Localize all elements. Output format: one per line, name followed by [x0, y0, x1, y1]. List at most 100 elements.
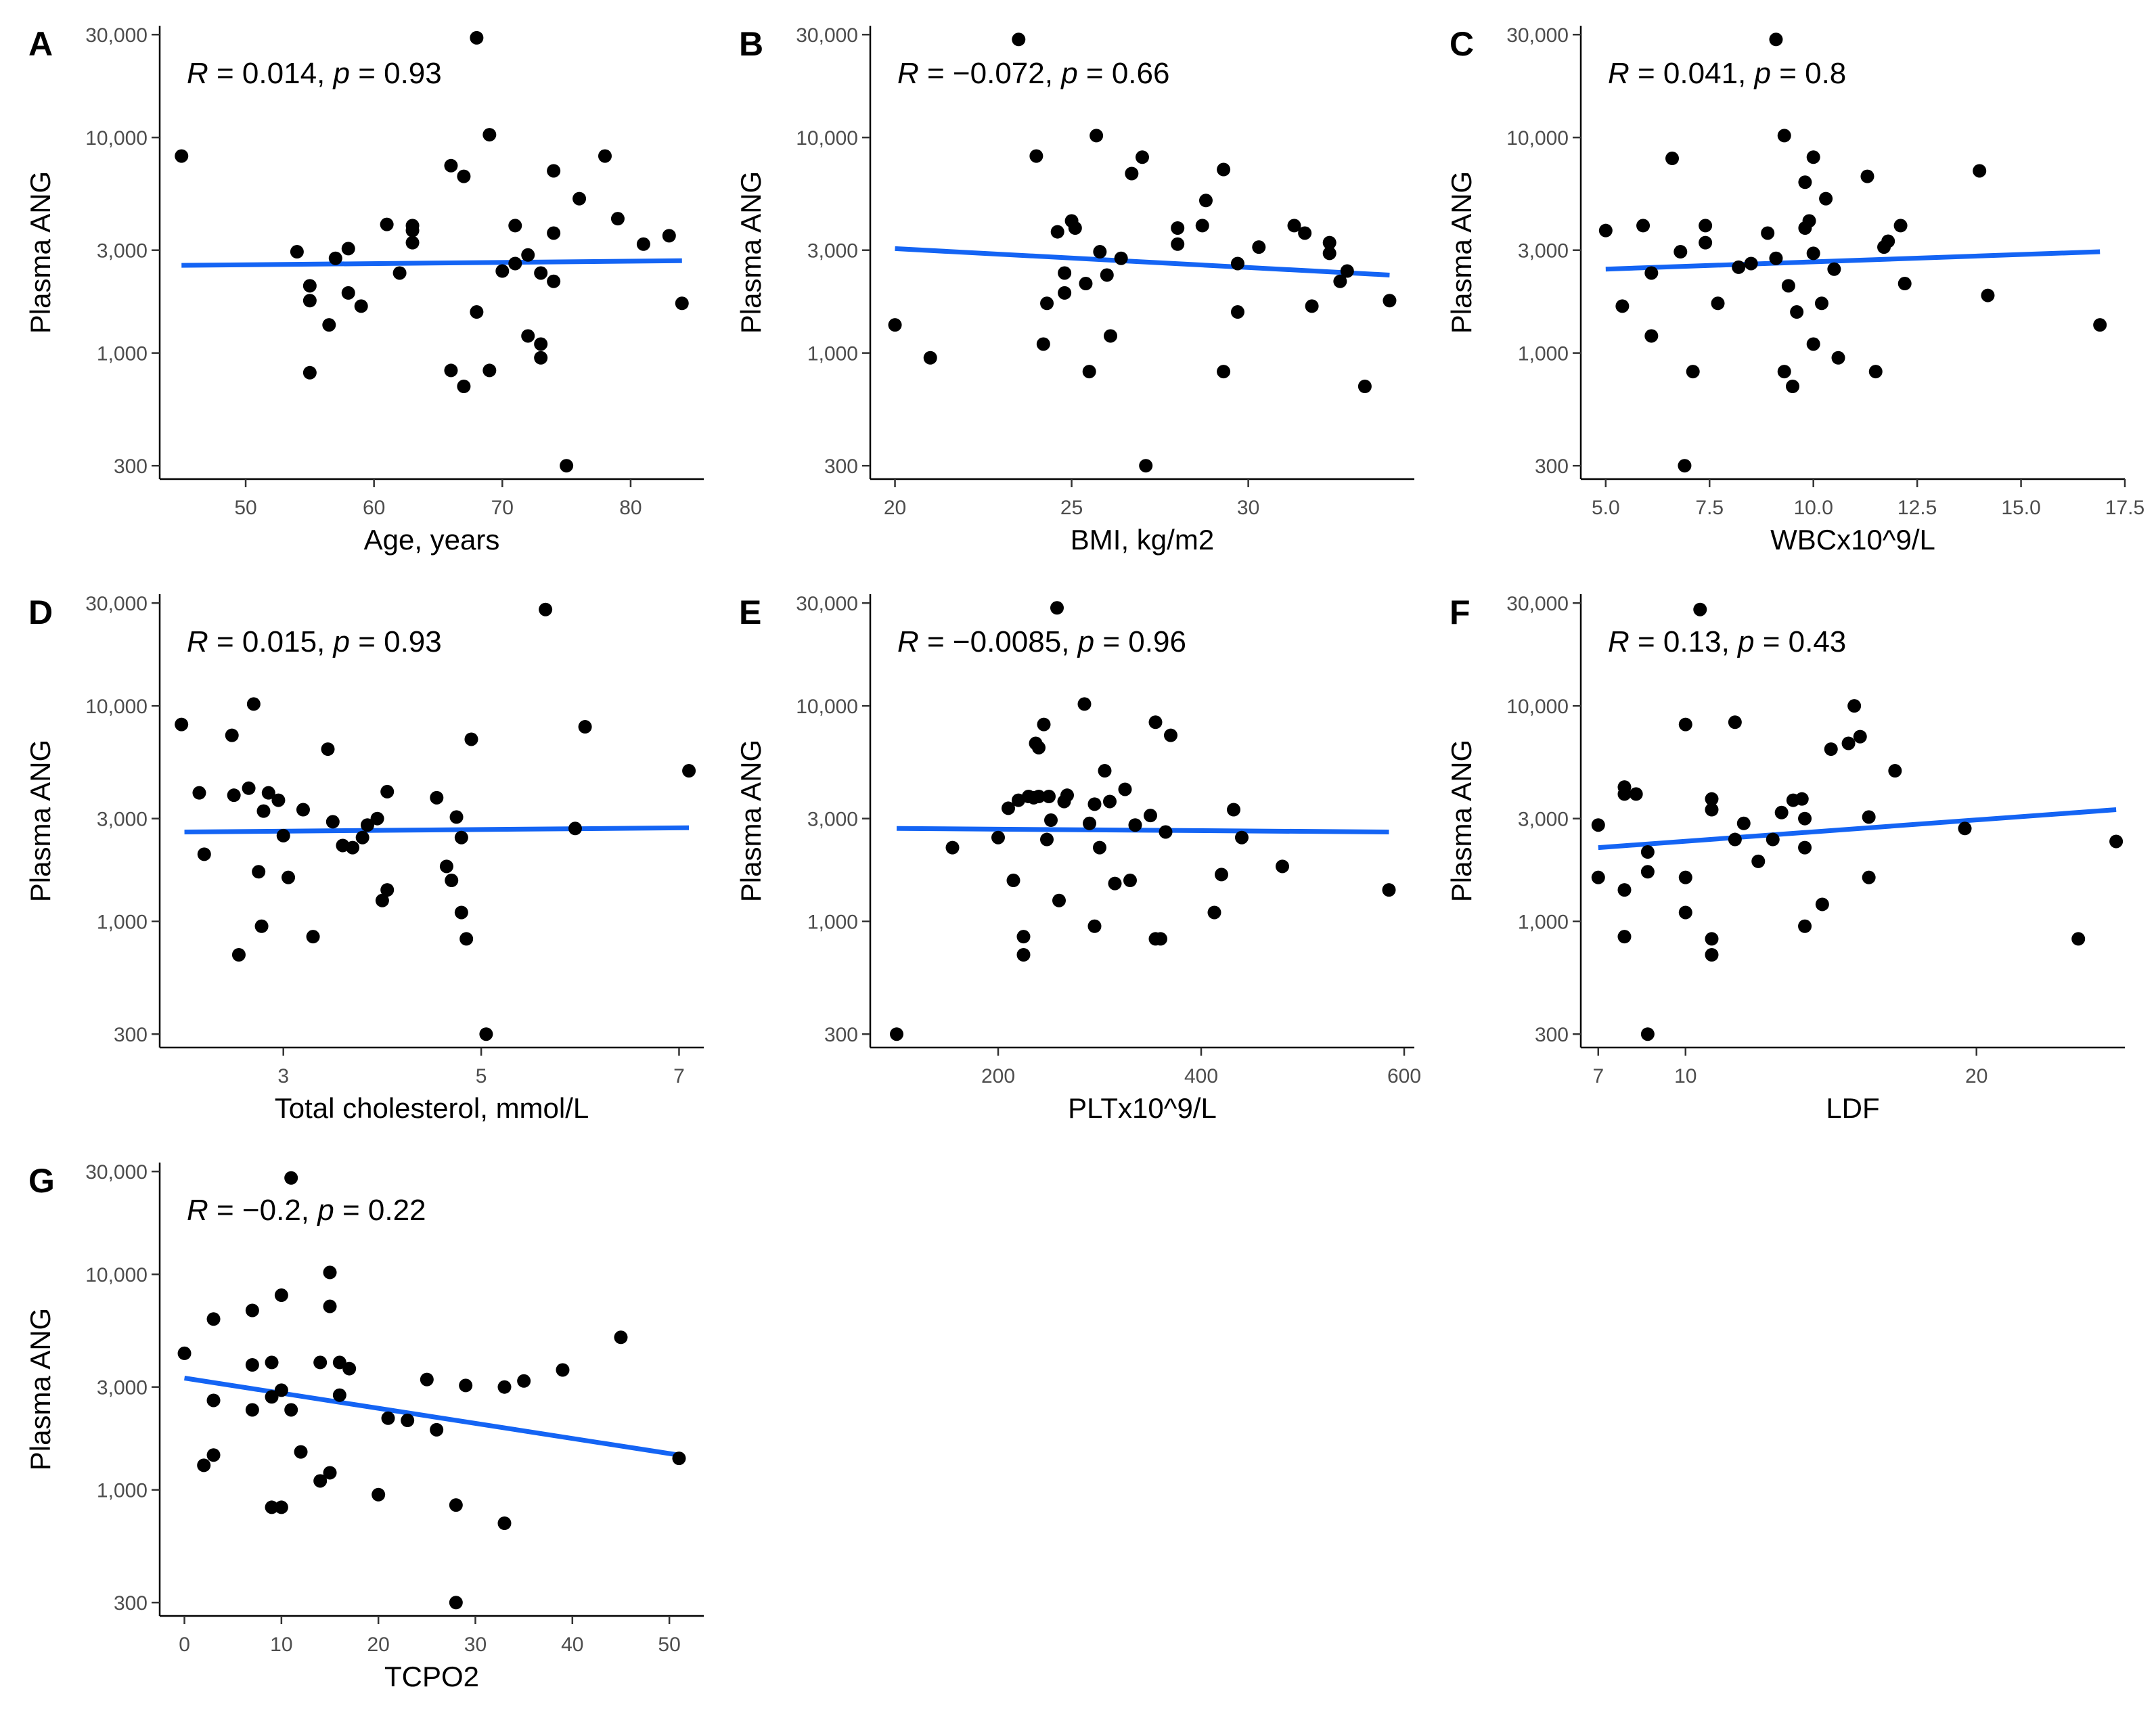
data-point-e [1098, 764, 1112, 778]
data-point-f [1617, 883, 1632, 897]
data-point-c [1598, 223, 1613, 238]
x-tick-label-b: 25 [1060, 497, 1083, 519]
data-point-g [245, 1357, 259, 1372]
data-point-f [1705, 792, 1719, 806]
x-tick-label-e: 600 [1387, 1065, 1421, 1087]
data-point-d [282, 870, 296, 884]
x-tick-label-e: 200 [981, 1065, 1015, 1087]
data-point-d [197, 847, 211, 861]
y-tick-label-b: 300 [824, 455, 858, 478]
data-point-g [206, 1312, 221, 1326]
y-tick-label-f: 10,000 [1506, 696, 1569, 718]
data-point-e [1044, 813, 1058, 828]
data-point-a [610, 212, 625, 226]
y-tick-label-e: 300 [824, 1024, 858, 1046]
data-point-e [1032, 740, 1046, 755]
y-tick-label-c: 30,000 [1506, 24, 1569, 47]
data-point-b [1322, 235, 1337, 250]
x-tick-label-b: 30 [1237, 497, 1259, 519]
data-point-e [1093, 840, 1106, 855]
x-tick-label-a: 70 [491, 497, 514, 519]
x-tick-label-a: 80 [619, 497, 642, 519]
data-point-d [254, 919, 269, 933]
data-point-b [1287, 219, 1301, 233]
y-tick-label-e: 3,000 [807, 809, 858, 831]
data-point-b [1195, 219, 1209, 233]
y-tick-label-g: 30,000 [85, 1161, 148, 1184]
data-point-b [1217, 162, 1231, 177]
data-point-b [1040, 296, 1054, 311]
y-tick-label-f: 3,000 [1518, 809, 1569, 831]
data-point-a [521, 248, 535, 262]
y-tick-label-a: 10,000 [85, 127, 148, 150]
data-point-d [578, 720, 592, 734]
data-point-b [1125, 166, 1139, 181]
data-point-f [1678, 870, 1692, 884]
data-point-a [598, 149, 612, 163]
y-axis-title-g: Plasma ANG [24, 1308, 56, 1470]
data-point-f [1815, 897, 1829, 912]
data-point-g [284, 1403, 298, 1417]
data-point-b [923, 351, 937, 365]
x-tick-label-f: 7 [1592, 1065, 1604, 1087]
data-point-e [1016, 930, 1031, 944]
y-tick-label-d: 30,000 [85, 593, 148, 615]
data-point-f [1766, 832, 1780, 847]
x-tick-label-c: 7.5 [1695, 497, 1724, 519]
data-point-d [252, 865, 266, 879]
data-point-g [332, 1388, 346, 1402]
data-point-e [1164, 728, 1177, 742]
data-point-f [1705, 948, 1719, 962]
y-tick-label-c: 10,000 [1506, 127, 1569, 150]
data-point-d [360, 818, 374, 832]
data-point-b [1217, 365, 1231, 379]
data-point-c [1732, 260, 1746, 274]
data-point-e [991, 830, 1005, 845]
data-point-a [534, 337, 548, 351]
data-point-g [206, 1393, 221, 1408]
data-point-g [497, 1380, 512, 1394]
y-tick-label-c: 3,000 [1518, 240, 1569, 263]
x-tick-label-d: 5 [476, 1065, 487, 1087]
y-tick-label-a: 30,000 [85, 24, 148, 47]
y-tick-label-b: 1,000 [807, 343, 858, 365]
data-point-b [1058, 266, 1072, 280]
y-tick-label-d: 3,000 [97, 809, 148, 831]
data-point-a [508, 219, 522, 233]
data-point-e [945, 840, 960, 855]
panel-letter-d: D [28, 593, 53, 631]
data-point-e [1016, 948, 1031, 962]
data-point-c [1806, 337, 1820, 351]
data-point-a [470, 30, 484, 45]
data-point-a [457, 380, 471, 394]
x-axis-title-d: Total cholesterol, mmol/L [275, 1092, 589, 1124]
data-point-d [682, 764, 696, 778]
data-point-e [1006, 874, 1020, 888]
data-point-c [1678, 459, 1692, 473]
data-point-d [321, 742, 335, 757]
y-tick-label-b: 3,000 [807, 240, 858, 263]
data-point-e [1050, 601, 1064, 615]
data-point-c [1802, 214, 1816, 228]
data-point-c [1806, 246, 1820, 261]
data-point-g [556, 1363, 570, 1377]
data-point-c [1814, 296, 1828, 311]
data-point-b [1136, 150, 1149, 164]
data-point-c [1711, 296, 1725, 311]
data-point-f [1617, 787, 1632, 801]
data-point-c [1744, 256, 1758, 271]
data-point-d [242, 781, 256, 795]
data-point-d [325, 815, 340, 829]
data-point-g [265, 1390, 279, 1404]
data-point-d [276, 828, 290, 842]
x-tick-label-g: 10 [270, 1634, 292, 1656]
data-point-f [1798, 840, 1812, 855]
data-point-c [1769, 32, 1783, 47]
data-point-a [560, 459, 574, 473]
data-point-a [405, 235, 420, 250]
data-point-f [1678, 905, 1692, 920]
data-point-d [306, 930, 320, 944]
data-point-b [1100, 268, 1114, 282]
data-point-c [1769, 251, 1783, 265]
